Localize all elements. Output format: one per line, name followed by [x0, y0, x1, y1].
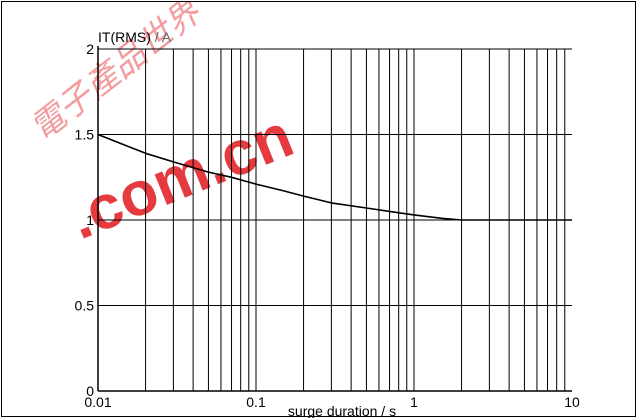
watermark-text-top: 電子產品世界: [24, 2, 210, 148]
y-axis-label-unit: / A: [151, 29, 172, 45]
series: [97, 133, 572, 221]
y-tick-label: 0: [86, 383, 94, 399]
y-tick-label: 1.5: [75, 127, 95, 143]
x-tick-label: 0.1: [246, 394, 266, 410]
y-tick-label: 0.5: [75, 298, 95, 314]
x-axis-label: surge duration / s: [288, 403, 396, 418]
watermark-text-bottom: .com.cn: [59, 101, 302, 253]
tick-labels: 0.01 0.1 1 10 0 0.5 1 1.5 2: [75, 41, 580, 410]
axes: [97, 46, 572, 392]
series-line: [97, 133, 572, 221]
x-tick-label: 0.01: [84, 394, 111, 410]
y-tick-label: 2: [86, 41, 94, 57]
y-tick-label: 1: [86, 212, 94, 228]
x-tick-label: 10: [564, 394, 580, 410]
y-axis-label: IT(RMS) / A: [98, 29, 172, 45]
x-tick-label: 1: [410, 394, 418, 410]
y-axis-label-name: IT(RMS): [98, 29, 151, 45]
